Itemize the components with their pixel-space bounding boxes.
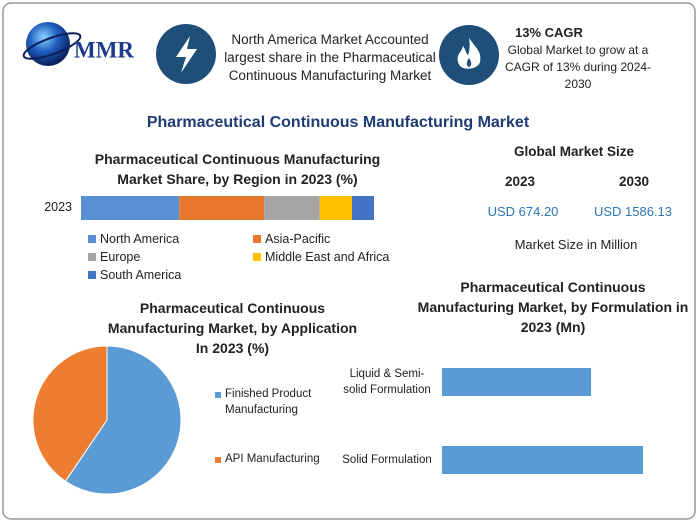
legend-swatch	[88, 235, 96, 243]
bar-segment	[352, 196, 374, 220]
legend-label: Finished Product Manufacturing	[225, 388, 312, 416]
legend-swatch	[88, 271, 96, 279]
legend-label: South America	[100, 268, 182, 282]
cagr-text: Global Market to grow at a CAGR of 13% d…	[504, 43, 652, 91]
cagr-title: 13% CAGR	[515, 25, 583, 40]
pie-slice	[64, 345, 182, 495]
main-title: Pharmaceutical Continuous Manufacturing …	[146, 114, 530, 131]
market-size-title: Global Market Size	[513, 144, 635, 159]
highlight-text: North America Market Accounted largest s…	[224, 32, 436, 83]
legend-label: Europe	[100, 250, 141, 264]
market-value: USD 1586.13	[593, 204, 673, 219]
year: 2023	[504, 174, 536, 189]
legend-swatch	[215, 392, 221, 398]
legend-swatch	[253, 235, 261, 243]
lightning-icon	[176, 36, 197, 73]
market-note: Market Size in Million	[514, 237, 638, 252]
legend-swatch	[253, 253, 261, 261]
market-value: USD 674.20	[487, 204, 559, 219]
chart-title: Pharmaceutical Continuous Manufacturing …	[417, 279, 689, 335]
bar-segment	[81, 196, 180, 220]
year: 2030	[618, 174, 650, 189]
logo-globe	[26, 22, 70, 66]
legend-label: API Manufacturing	[225, 453, 320, 465]
category-label: Liquid & Semi-solid Formulation	[343, 368, 431, 396]
bar-segment	[319, 196, 353, 220]
legend-label: North America	[100, 232, 180, 246]
logo-orbit	[22, 32, 82, 60]
logo-text: MMR	[74, 37, 134, 62]
legend-swatch	[88, 253, 96, 261]
legend-label: Middle East and Africa	[265, 250, 390, 264]
bar	[442, 368, 592, 396]
bar	[442, 446, 643, 474]
legend-swatch	[215, 457, 221, 463]
bar-segment	[264, 196, 320, 220]
chart-title: Pharmaceutical Continuous Manufacturing …	[107, 300, 358, 356]
flame-icon	[457, 38, 481, 69]
legend-label: Asia-Pacific	[265, 232, 331, 246]
pie-slice	[32, 345, 108, 482]
bar-segment	[179, 196, 265, 220]
category-label: 2023	[44, 200, 72, 214]
chart-title: Pharmaceutical Continuous Manufacturing …	[94, 151, 381, 187]
category-label: Solid Formulation	[342, 454, 432, 466]
